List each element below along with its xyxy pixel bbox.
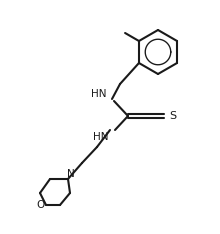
Text: O: O xyxy=(36,200,44,210)
Text: S: S xyxy=(169,111,176,121)
Text: N: N xyxy=(67,169,75,179)
Text: HN: HN xyxy=(92,132,108,142)
Text: HN: HN xyxy=(90,89,106,99)
